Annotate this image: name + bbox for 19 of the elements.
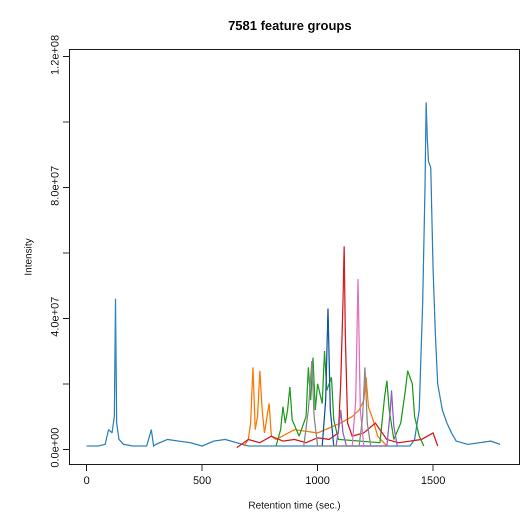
x-tick-label: 500: [192, 475, 212, 488]
x-tick-label: 1500: [420, 475, 446, 488]
line-series: [275, 350, 424, 447]
y-tick-label: 8.0e+07: [50, 166, 62, 206]
y-tick-label: 1.2e+08: [50, 34, 62, 75]
y-axis-title: Intensity: [24, 238, 35, 276]
x-axis-title: Retention time (sec.): [248, 500, 341, 512]
line-series: [243, 366, 388, 447]
line-series: [303, 360, 372, 447]
x-tick-label: 1000: [305, 475, 330, 488]
line-series: [352, 278, 364, 447]
line-series: [236, 246, 438, 448]
line-series: [86, 102, 501, 447]
x-tick-label: 0: [84, 475, 90, 488]
y-tick-label: 0.0e+00: [50, 428, 62, 468]
chart-title: 7581 feature groups: [228, 18, 352, 34]
y-tick-label: 4.0e+07: [50, 296, 62, 337]
line-series: [335, 390, 398, 447]
line-series: [322, 308, 334, 447]
